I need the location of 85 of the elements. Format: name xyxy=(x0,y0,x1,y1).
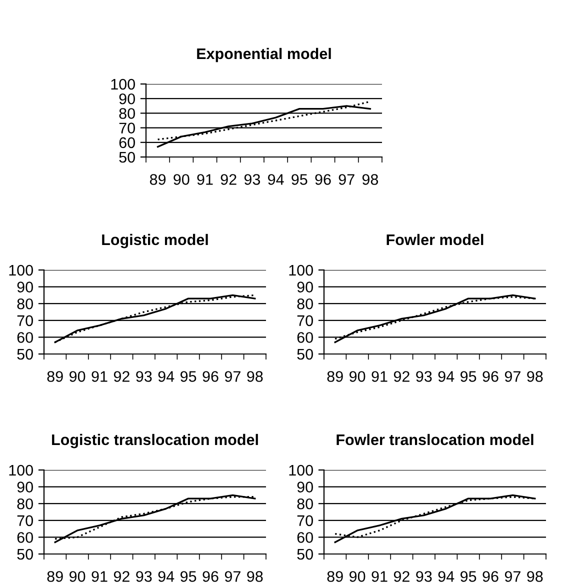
x-tick-label: 93 xyxy=(136,371,152,382)
y-tick-label: 70 xyxy=(17,315,33,326)
x-tick-label: 97 xyxy=(224,371,240,382)
y-tick-label: 50 xyxy=(17,548,33,560)
x-tick-label: 90 xyxy=(350,371,366,382)
x-tick-label: 95 xyxy=(292,174,308,185)
x-tick-label: 96 xyxy=(315,174,331,185)
y-tick-label: 90 xyxy=(297,482,313,492)
y-tick-label: 50 xyxy=(119,152,135,163)
x-tick-label: 93 xyxy=(416,371,432,382)
x-tick-label: 91 xyxy=(92,571,108,582)
x-tick-label: 93 xyxy=(244,174,260,185)
x-tick-label: 89 xyxy=(150,174,166,185)
x-tick-label: 97 xyxy=(504,571,520,582)
y-tick-label: 80 xyxy=(17,498,33,510)
y-tick-label: 100 xyxy=(9,264,33,276)
x-tick-label: 91 xyxy=(92,371,108,382)
x-tick-label: 91 xyxy=(372,371,388,382)
x-tick-label: 90 xyxy=(350,571,366,582)
x-tick-label: 92 xyxy=(114,571,130,582)
y-tick-label: 50 xyxy=(297,548,313,560)
y-tick-label: 70 xyxy=(297,515,313,526)
y-tick-label: 100 xyxy=(289,464,313,476)
x-tick-label: 95 xyxy=(180,571,196,582)
x-tick-label: 89 xyxy=(327,571,343,582)
y-tick-label: 100 xyxy=(9,464,33,476)
chart-title: Logistic model xyxy=(102,234,208,248)
x-tick-label: 94 xyxy=(268,174,284,185)
y-tick-label: 90 xyxy=(119,93,135,104)
x-tick-label: 94 xyxy=(438,571,454,582)
x-tick-label: 98 xyxy=(527,571,543,582)
y-tick-label: 80 xyxy=(297,498,313,510)
x-tick-label: 94 xyxy=(438,371,454,382)
x-tick-label: 96 xyxy=(202,571,218,582)
y-tick-label: 60 xyxy=(17,532,33,543)
x-tick-label: 92 xyxy=(394,371,410,382)
x-tick-label: 97 xyxy=(504,371,520,382)
x-tick-label: 95 xyxy=(180,371,196,382)
x-tick-label: 94 xyxy=(158,571,174,582)
x-tick-label: 89 xyxy=(47,571,63,582)
x-tick-label: 92 xyxy=(114,371,130,382)
x-tick-label: 95 xyxy=(460,571,476,582)
y-tick-label: 70 xyxy=(297,315,313,326)
y-tick-label: 70 xyxy=(17,515,33,526)
x-tick-label: 97 xyxy=(224,571,240,582)
x-tick-label: 90 xyxy=(70,571,86,582)
y-tick-label: 70 xyxy=(119,122,135,134)
x-tick-label: 93 xyxy=(416,571,432,582)
x-tick-label: 91 xyxy=(372,571,388,582)
x-tick-label: 94 xyxy=(158,371,174,382)
y-tick-label: 90 xyxy=(297,282,313,292)
x-tick-label: 95 xyxy=(460,371,476,382)
x-tick-label: 98 xyxy=(247,371,263,382)
x-tick-label: 97 xyxy=(338,174,354,185)
x-tick-label: 92 xyxy=(394,571,410,582)
x-tick-label: 90 xyxy=(174,174,190,185)
x-tick-label: 89 xyxy=(327,371,343,382)
chart-title: Logistic translocation model xyxy=(52,434,258,448)
x-tick-label: 96 xyxy=(482,371,498,382)
x-tick-label: 89 xyxy=(47,371,63,382)
y-tick-label: 80 xyxy=(119,108,135,119)
chart-title: Fowler translocation model xyxy=(336,434,534,446)
y-tick-label: 60 xyxy=(17,332,33,343)
y-tick-label: 80 xyxy=(297,298,313,310)
y-tick-label: 60 xyxy=(297,532,313,543)
x-tick-label: 90 xyxy=(70,371,86,382)
chart-title: Exponential model xyxy=(197,48,331,62)
y-tick-label: 90 xyxy=(17,282,33,292)
x-tick-label: 92 xyxy=(220,174,236,185)
y-tick-label: 60 xyxy=(297,332,313,343)
y-tick-label: 50 xyxy=(297,348,313,360)
y-tick-label: 80 xyxy=(17,298,33,310)
x-tick-label: 98 xyxy=(362,174,378,185)
y-tick-label: 100 xyxy=(289,264,313,276)
y-tick-label: 60 xyxy=(119,137,135,148)
x-tick-label: 96 xyxy=(202,371,218,382)
chart-title: Fowler model xyxy=(386,234,484,246)
x-tick-label: 98 xyxy=(247,571,263,582)
y-tick-label: 100 xyxy=(111,78,135,90)
y-tick-label: 90 xyxy=(17,482,33,492)
x-tick-label: 96 xyxy=(482,571,498,582)
x-tick-label: 98 xyxy=(527,371,543,382)
x-tick-label: 93 xyxy=(136,571,152,582)
x-tick-label: 91 xyxy=(197,174,213,185)
y-tick-label: 50 xyxy=(17,348,33,360)
